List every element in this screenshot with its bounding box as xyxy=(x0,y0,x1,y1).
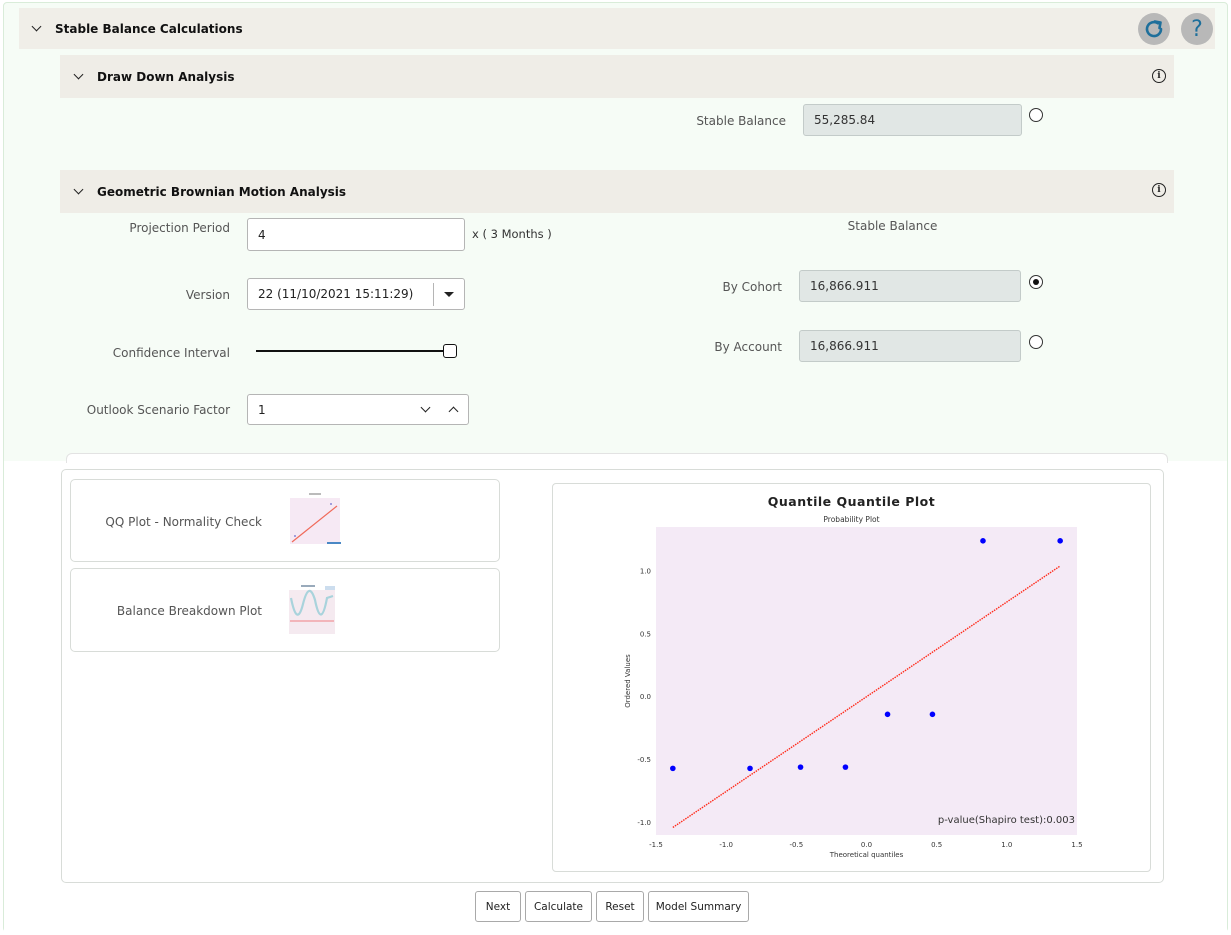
by-cohort-label: By Cohort xyxy=(722,280,782,294)
draw-down-stable-balance-field: 55,285.84 xyxy=(803,104,1022,136)
reset-button[interactable]: Reset xyxy=(596,891,644,922)
info-icon[interactable]: i xyxy=(1152,69,1166,83)
qq-plot-svg: -1.5 -1.0 -0.5 0.0 0.5 1.0 1.5 -1.0 -0.5 0.0 0.5 1.… xyxy=(624,527,1083,859)
confidence-interval-slider-track[interactable] xyxy=(256,350,450,352)
x-tick-label: -0.5 xyxy=(789,841,803,849)
chevron-down-icon xyxy=(420,402,430,412)
draw-down-stable-balance-label: Stable Balance xyxy=(696,114,786,128)
projection-period-label: Projection Period xyxy=(129,221,230,235)
chevron-down-icon[interactable] xyxy=(31,21,42,32)
balance-breakdown-card-label: Balance Breakdown Plot xyxy=(116,604,262,618)
shapiro-annotation: p-value(Shapiro test):0.003 xyxy=(938,815,1075,826)
by-account-radio[interactable] xyxy=(1029,335,1043,349)
data-point xyxy=(884,711,891,718)
plot-background xyxy=(656,527,1077,835)
outlook-scenario-factor-value: 1 xyxy=(258,402,266,417)
by-cohort-radio[interactable] xyxy=(1029,275,1043,289)
projection-period-input[interactable]: 4 xyxy=(247,218,465,251)
chevron-down-icon[interactable] xyxy=(73,69,84,80)
draw-down-radio[interactable] xyxy=(1029,108,1043,122)
qq-plot-card-label: QQ Plot - Normality Check xyxy=(105,515,262,529)
projection-period-suffix: x ( 3 Months ) xyxy=(472,227,552,241)
balance-breakdown-card[interactable]: Balance Breakdown Plot xyxy=(70,568,500,652)
y-tick-label: 0.5 xyxy=(640,630,651,638)
y-tick-label: -1.0 xyxy=(637,819,651,827)
version-label: Version xyxy=(185,288,230,302)
model-summary-button[interactable]: Model Summary xyxy=(648,891,749,922)
next-button[interactable]: Next xyxy=(475,891,521,922)
data-point xyxy=(929,711,936,718)
version-select-value: 22 (11/10/2021 15:11:29) xyxy=(258,287,414,301)
chart-title: Quantile Quantile Plot xyxy=(767,494,936,509)
refresh-icon xyxy=(1145,20,1163,38)
x-tick-label: 0.5 xyxy=(931,841,942,849)
chevron-up-icon xyxy=(448,406,458,416)
qq-plot-chart: Quantile Quantile Plot Probability Plot … xyxy=(552,483,1151,872)
confidence-interval-slider-thumb[interactable] xyxy=(443,344,457,358)
by-account-label: By Account xyxy=(714,340,782,354)
outlook-scenario-factor-label: Outlook Scenario Factor xyxy=(86,403,230,417)
x-tick-label: -1.0 xyxy=(719,841,733,849)
data-point xyxy=(842,764,849,770)
x-tick-label: 0.0 xyxy=(861,841,872,849)
data-point xyxy=(670,765,676,772)
x-tick-label: 1.0 xyxy=(1001,841,1012,849)
by-cohort-field: 16,866.911 xyxy=(799,270,1021,302)
x-tick-label: 1.5 xyxy=(1071,841,1082,849)
stepper-increment-button[interactable] xyxy=(446,402,460,416)
confidence-interval-label: Confidence Interval xyxy=(112,346,230,360)
version-select[interactable]: 22 (11/10/2021 15:11:29) xyxy=(247,278,465,310)
x-axis-label: Theoretical quantiles xyxy=(829,851,904,859)
qq-plot-thumbnail xyxy=(287,492,342,548)
help-button[interactable]: ? xyxy=(1181,13,1213,45)
data-point xyxy=(980,538,986,544)
draw-down-analysis-header[interactable]: Draw Down Analysis i xyxy=(60,55,1174,98)
stepper-decrement-button[interactable] xyxy=(418,402,432,416)
data-point xyxy=(797,764,804,770)
y-tick-label: 1.0 xyxy=(640,568,651,576)
y-axis-label: Ordered Values xyxy=(624,654,632,708)
chevron-down-icon[interactable] xyxy=(73,184,84,195)
fit-line xyxy=(672,565,1061,829)
dropdown-caret-icon[interactable] xyxy=(433,283,464,306)
stable-balance-calculations-header[interactable]: Stable Balance Calculations xyxy=(19,8,1215,49)
y-tick-label: 0.0 xyxy=(640,693,651,701)
divider xyxy=(66,453,1168,463)
chart-subtitle: Probability Plot xyxy=(823,515,880,524)
stable-balance-heading: Stable Balance xyxy=(847,219,938,233)
data-point xyxy=(747,765,753,772)
help-icon: ? xyxy=(1191,16,1203,42)
data-point xyxy=(1057,538,1063,544)
section-title: Stable Balance Calculations xyxy=(55,21,243,36)
x-tick-label: -1.5 xyxy=(649,841,663,849)
calculate-button[interactable]: Calculate xyxy=(525,891,592,922)
y-tick-label: -0.5 xyxy=(637,756,651,764)
by-account-field: 16,866.911 xyxy=(799,330,1021,362)
refresh-button[interactable] xyxy=(1138,13,1170,45)
gbm-title: Geometric Brownian Motion Analysis xyxy=(97,184,347,199)
info-icon[interactable]: i xyxy=(1152,183,1166,197)
gbm-analysis-header[interactable]: Geometric Brownian Motion Analysis i xyxy=(60,170,1174,213)
outlook-scenario-factor-stepper[interactable]: 1 xyxy=(247,394,469,425)
qq-plot-card[interactable]: QQ Plot - Normality Check xyxy=(70,479,500,562)
balance-breakdown-thumbnail xyxy=(287,584,337,639)
draw-down-title: Draw Down Analysis xyxy=(97,69,235,84)
